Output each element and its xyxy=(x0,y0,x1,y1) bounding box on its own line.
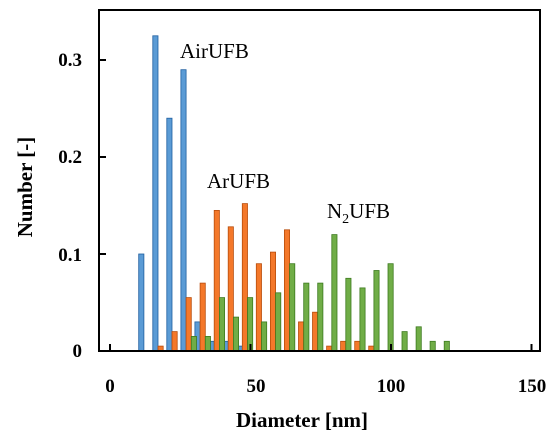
bar-n2ufb xyxy=(190,335,197,352)
x-tick-label: 150 xyxy=(518,376,547,397)
y-tick-labels: 0 0.1 0.2 0.3 xyxy=(58,50,82,362)
plot-frame xyxy=(98,9,541,352)
bar-n2ufb xyxy=(261,321,268,352)
series-label-airufb: AirUFB xyxy=(180,39,249,63)
bar-n2ufb xyxy=(218,297,225,352)
bar-n2ufb xyxy=(204,335,211,352)
bar-n2ufb xyxy=(345,277,352,352)
bar-arufb xyxy=(171,331,178,352)
bar-arufb xyxy=(354,340,361,352)
bar-arufb xyxy=(255,263,262,352)
bar-arufb xyxy=(199,282,206,352)
series-label-n2ufb-base: N xyxy=(327,199,342,223)
x-tick-label: 100 xyxy=(377,376,406,397)
bars-layer xyxy=(138,35,450,352)
bar-n2ufb xyxy=(373,270,380,352)
y-tick-label: 0 xyxy=(73,341,83,362)
bar-n2ufb xyxy=(247,297,254,352)
bar-n2ufb xyxy=(387,263,394,352)
bar-n2ufb xyxy=(289,263,296,352)
x-tick-label: 0 xyxy=(105,376,115,397)
bar-airufb xyxy=(152,35,159,352)
series-label-n2ufb-subscript: 2 xyxy=(342,212,349,227)
y-tick-label: 0.3 xyxy=(58,50,82,71)
bar-arufb xyxy=(241,203,248,352)
x-axis-title: Diameter [nm] xyxy=(236,408,368,432)
y-tick-label: 0.1 xyxy=(58,245,82,266)
series-label-n2ufb-rest: UFB xyxy=(349,199,390,223)
bar-n2ufb xyxy=(415,326,422,352)
bar-arufb xyxy=(283,229,290,352)
y-tick-label: 0.2 xyxy=(58,147,82,168)
bar-arufb xyxy=(298,321,305,352)
bar-arufb xyxy=(340,340,347,352)
bar-n2ufb xyxy=(429,340,436,352)
bar-arufb xyxy=(269,251,276,352)
bar-n2ufb xyxy=(303,282,310,352)
y-axis-title: Number [-] xyxy=(13,137,37,238)
bar-n2ufb xyxy=(401,331,408,352)
bar-airufb xyxy=(138,253,145,352)
series-label-n2ufb: N2UFB xyxy=(327,199,390,227)
bar-n2ufb xyxy=(275,292,282,352)
bar-n2ufb xyxy=(359,287,366,352)
bar-airufb xyxy=(166,117,173,352)
bar-n2ufb xyxy=(232,316,239,352)
bar-arufb xyxy=(213,209,220,352)
series-label-arufb: ArUFB xyxy=(207,169,270,193)
tick-marks xyxy=(99,59,533,352)
bar-arufb xyxy=(312,311,319,352)
x-tick-label: 50 xyxy=(247,376,266,397)
bar-arufb xyxy=(227,226,234,352)
bar-arufb xyxy=(185,297,192,352)
bar-n2ufb xyxy=(317,282,324,352)
bar-airufb xyxy=(180,69,187,352)
x-tick-labels: 0 50 100 150 xyxy=(105,376,546,397)
bar-n2ufb xyxy=(443,340,450,352)
bar-n2ufb xyxy=(331,234,338,352)
